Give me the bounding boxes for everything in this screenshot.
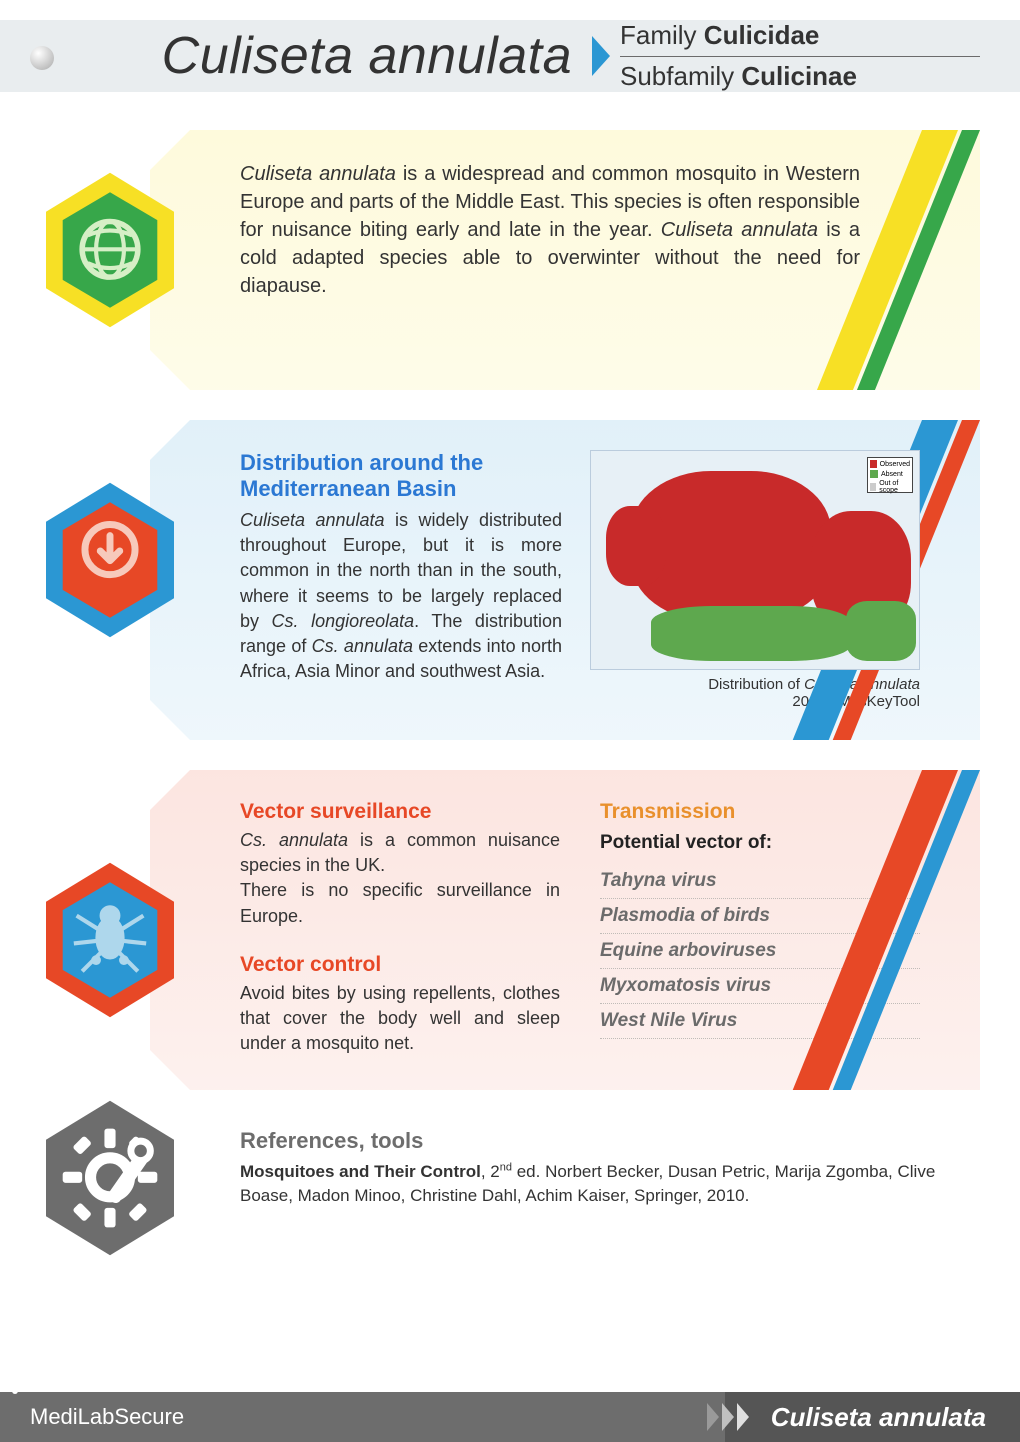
mosquito-hex-icon xyxy=(40,860,180,1020)
globe-hex-icon xyxy=(40,170,180,330)
distribution-text: Culiseta annulata is widely distributed … xyxy=(240,508,562,684)
control-heading: Vector control xyxy=(240,953,560,977)
taxonomy-divider xyxy=(620,56,980,57)
surveillance-text: Cs. annulata is a common nuisance specie… xyxy=(240,828,560,929)
distribution-map: Observed Absent Out of scope xyxy=(590,450,920,670)
vector-panel: Vector surveillance Cs. annulata is a co… xyxy=(150,770,980,1090)
tools-hex-icon xyxy=(40,1098,180,1258)
subfamily-label: Subfamily xyxy=(620,61,734,91)
references-text: Mosquitoes and Their Control, 2nd ed. No… xyxy=(240,1160,940,1208)
subfamily-value: Culicinae xyxy=(741,61,857,91)
pin-hex-icon xyxy=(40,480,180,640)
references-section: References, tools Mosquitoes and Their C… xyxy=(150,1118,980,1218)
header-dot-icon xyxy=(30,46,54,70)
chevron-icon xyxy=(592,36,610,76)
references-heading: References, tools xyxy=(240,1128,940,1154)
chevrons-icon xyxy=(707,1392,752,1442)
footer-brand: MediLabSecure xyxy=(30,1404,184,1430)
map-legend: Observed Absent Out of scope xyxy=(867,457,913,493)
intro-text: Culiseta annulata is a widespread and co… xyxy=(240,160,860,300)
footer: MediLabSecure Culiseta annulata xyxy=(0,1392,1020,1442)
potential-vector-label: Potential vector of: xyxy=(600,832,920,854)
intro-panel: Culiseta annulata is a widespread and co… xyxy=(150,130,980,390)
header-bar: Culiseta annulata Family Culicidae Subfa… xyxy=(0,20,1020,92)
surveillance-heading: Vector surveillance xyxy=(240,800,560,824)
distribution-panel: Distribution around the Mediterranean Ba… xyxy=(150,420,980,740)
taxonomy-block: Family Culicidae Subfamily Culicinae xyxy=(620,19,1020,94)
header: Culiseta annulata Family Culicidae Subfa… xyxy=(0,0,1020,100)
footer-species: Culiseta annulata xyxy=(725,1392,1020,1442)
distribution-heading: Distribution around the Mediterranean Ba… xyxy=(240,450,562,502)
footer-dot-icon xyxy=(12,1388,18,1394)
control-text: Avoid bites by using repellents, clothes… xyxy=(240,981,560,1057)
page-title: Culiseta annulata xyxy=(0,26,592,86)
family-value: Culicidae xyxy=(704,20,820,50)
family-label: Family xyxy=(620,20,697,50)
transmission-heading: Transmission xyxy=(600,800,920,824)
